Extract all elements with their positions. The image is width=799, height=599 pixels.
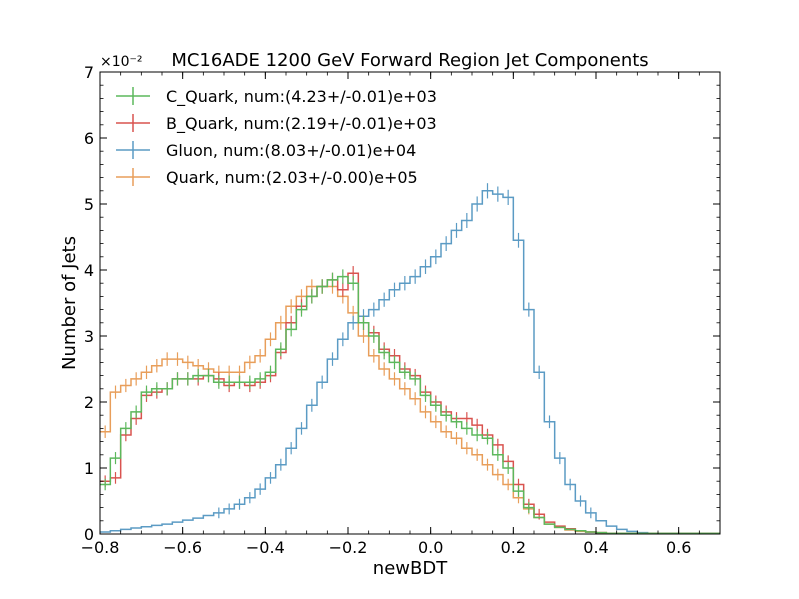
x-tick-label: −0.4	[246, 538, 285, 557]
series-2	[100, 183, 720, 535]
y-tick-label: 5	[84, 195, 94, 214]
y-tick-label: 3	[84, 327, 94, 346]
x-tick-label: 0.0	[418, 538, 443, 557]
x-tick-label: −0.2	[329, 538, 368, 557]
legend-entry-label: B_Quark, num:(2.19+/-0.01)e+03	[166, 114, 437, 134]
series-step-line	[100, 275, 720, 535]
legend-entry-label: Gluon, num:(8.03+/-0.01)e+04	[166, 141, 416, 160]
x-tick-label: 0.2	[501, 538, 526, 557]
y-tick-label: 0	[84, 525, 94, 544]
y-tick-label: 4	[84, 261, 94, 280]
axis-ticks: −0.8 −0.6 −0.4 −0.2 0.0 0.2 0.4 0.6 0 1 2 3 4 5 6 7	[81, 63, 721, 557]
y-scale-multiplier: ×10⁻²	[100, 54, 143, 70]
x-tick-label: 0.6	[666, 538, 691, 557]
series-0	[100, 269, 720, 535]
y-tick-label: 1	[84, 459, 94, 478]
y-axis-label: Number of Jets	[59, 236, 80, 370]
legend-entry-label: Quark, num:(2.03+/-0.00)e+05	[166, 168, 418, 187]
chart-legend: C_Quark, num:(4.23+/-0.01)e+03 B_Quark, n…	[116, 87, 437, 187]
legend-entry-label: C_Quark, num:(4.23+/-0.01)e+03	[166, 87, 437, 107]
y-tick-label: 7	[84, 63, 94, 82]
x-axis-label: newBDT	[373, 558, 448, 579]
plot-series	[100, 183, 720, 535]
chart-title: MC16ADE 1200 GeV Forward Region Jet Comp…	[171, 50, 648, 71]
series-step-line	[100, 272, 720, 535]
x-tick-label: 0.4	[583, 538, 608, 557]
x-tick-label: −0.6	[163, 538, 202, 557]
y-tick-label: 6	[84, 129, 94, 148]
series-3	[100, 279, 720, 535]
x-tick-label: −0.8	[81, 538, 120, 557]
series-step-line	[100, 285, 720, 535]
series-1	[100, 266, 720, 535]
y-tick-label: 2	[84, 393, 94, 412]
